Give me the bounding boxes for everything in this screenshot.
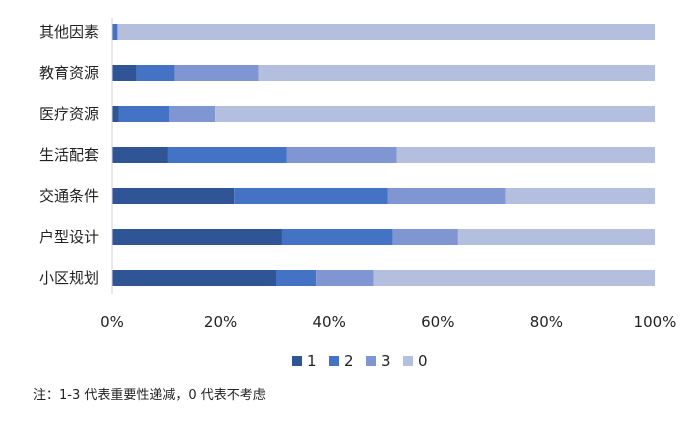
bar-segment bbox=[118, 106, 170, 122]
bar-segment bbox=[392, 229, 458, 245]
bar-segment bbox=[215, 106, 656, 122]
category-label: 生活配套 bbox=[39, 146, 99, 164]
x-tick-label: 60% bbox=[421, 313, 454, 331]
bars-layer bbox=[112, 24, 656, 286]
bar-segment bbox=[112, 106, 119, 122]
bar-segment bbox=[505, 188, 655, 204]
x-tick-label: 0% bbox=[100, 313, 124, 331]
bar-segment bbox=[457, 229, 655, 245]
legend-label: 1 bbox=[307, 352, 317, 370]
x-tick-label: 20% bbox=[204, 313, 237, 331]
bar-segment bbox=[112, 65, 137, 81]
legend: 1 2 3 0 bbox=[292, 352, 428, 370]
bar-segment bbox=[136, 65, 175, 81]
category-label: 交通条件 bbox=[39, 187, 99, 205]
bar-segment bbox=[117, 24, 656, 40]
x-tick-label: 40% bbox=[313, 313, 346, 331]
category-label: 户型设计 bbox=[39, 228, 99, 246]
legend-swatch bbox=[403, 356, 413, 366]
bar-segment bbox=[112, 24, 118, 40]
bar-segment bbox=[112, 188, 235, 204]
bar-segment bbox=[281, 229, 393, 245]
legend-swatch bbox=[329, 356, 339, 366]
bar-segment bbox=[373, 270, 655, 286]
legend-swatch bbox=[292, 356, 302, 366]
bar-segment bbox=[396, 147, 655, 163]
bar-segment bbox=[234, 188, 388, 204]
bar-segment bbox=[387, 188, 506, 204]
category-label: 其他因素 bbox=[39, 23, 99, 41]
x-tick-label: 80% bbox=[530, 313, 563, 331]
bar-segment bbox=[275, 270, 317, 286]
bar-segment bbox=[169, 106, 216, 122]
legend-label: 0 bbox=[418, 352, 428, 370]
category-label: 小区规划 bbox=[39, 269, 99, 287]
bar-segment bbox=[112, 147, 168, 163]
legend-swatch bbox=[366, 356, 376, 366]
bar-segment bbox=[112, 229, 282, 245]
bar-segment bbox=[112, 270, 276, 286]
category-label: 教育资源 bbox=[39, 64, 99, 82]
x-tick-labels: 0% 20% 40% 60% 80% 100% bbox=[100, 313, 676, 331]
bar-segment bbox=[286, 147, 397, 163]
footnote: 注：1-3 代表重要性递减，0 代表不考虑 bbox=[33, 388, 266, 403]
x-tick-label: 100% bbox=[634, 313, 677, 331]
bar-segment bbox=[258, 65, 655, 81]
bar-segment bbox=[316, 270, 374, 286]
legend-label: 2 bbox=[344, 352, 354, 370]
bar-segment bbox=[174, 65, 259, 81]
bar-segment bbox=[167, 147, 287, 163]
legend-label: 3 bbox=[381, 352, 391, 370]
category-label: 医疗资源 bbox=[39, 105, 99, 123]
